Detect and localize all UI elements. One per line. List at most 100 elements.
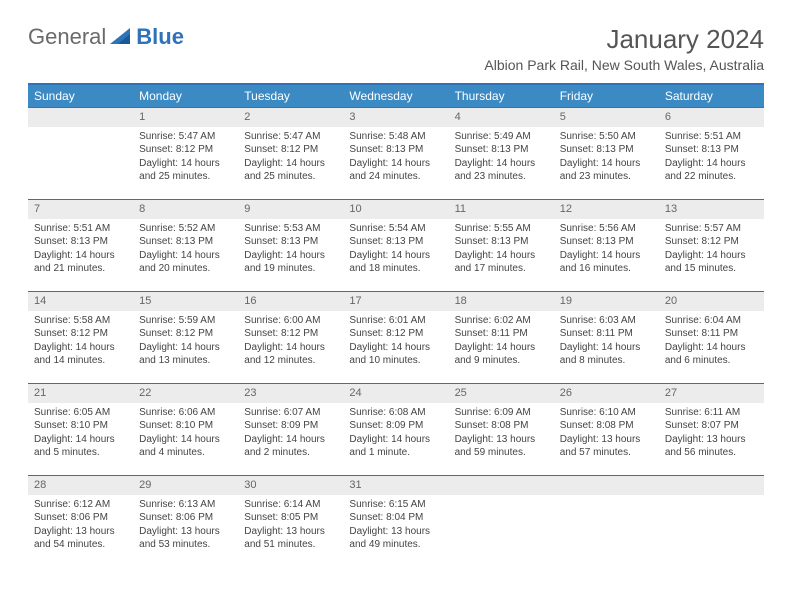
day-body: Sunrise: 5:52 AMSunset: 8:13 PMDaylight:… bbox=[133, 219, 238, 284]
day-line-ss: Sunset: 8:09 PM bbox=[244, 419, 337, 433]
calendar-day-cell: 23Sunrise: 6:07 AMSunset: 8:09 PMDayligh… bbox=[238, 384, 343, 476]
day-line-sr: Sunrise: 5:48 AM bbox=[349, 130, 442, 144]
day-number: 25 bbox=[449, 384, 554, 403]
day-line-dl2: and 18 minutes. bbox=[349, 262, 442, 276]
day-body: Sunrise: 5:50 AMSunset: 8:13 PMDaylight:… bbox=[554, 127, 659, 192]
day-number: 28 bbox=[28, 476, 133, 495]
day-body: Sunrise: 6:00 AMSunset: 8:12 PMDaylight:… bbox=[238, 311, 343, 376]
day-line-sr: Sunrise: 6:11 AM bbox=[665, 406, 758, 420]
day-line-dl1: Daylight: 13 hours bbox=[349, 525, 442, 539]
day-line-dl1: Daylight: 14 hours bbox=[244, 157, 337, 171]
day-line-sr: Sunrise: 6:01 AM bbox=[349, 314, 442, 328]
day-number: 21 bbox=[28, 384, 133, 403]
day-line-sr: Sunrise: 6:05 AM bbox=[34, 406, 127, 420]
calendar-day-cell: 2Sunrise: 5:47 AMSunset: 8:12 PMDaylight… bbox=[238, 108, 343, 200]
calendar-day-cell: 6Sunrise: 5:51 AMSunset: 8:13 PMDaylight… bbox=[659, 108, 764, 200]
day-line-dl1: Daylight: 13 hours bbox=[455, 433, 548, 447]
day-line-ss: Sunset: 8:11 PM bbox=[665, 327, 758, 341]
day-line-ss: Sunset: 8:10 PM bbox=[34, 419, 127, 433]
day-line-dl2: and 53 minutes. bbox=[139, 538, 232, 552]
day-line-ss: Sunset: 8:12 PM bbox=[244, 143, 337, 157]
day-line-dl1: Daylight: 13 hours bbox=[244, 525, 337, 539]
day-line-dl2: and 17 minutes. bbox=[455, 262, 548, 276]
day-line-sr: Sunrise: 6:00 AM bbox=[244, 314, 337, 328]
day-number: 19 bbox=[554, 292, 659, 311]
day-number-empty bbox=[28, 108, 133, 127]
day-number: 11 bbox=[449, 200, 554, 219]
day-line-sr: Sunrise: 5:47 AM bbox=[139, 130, 232, 144]
day-number: 7 bbox=[28, 200, 133, 219]
calendar-day-cell: 18Sunrise: 6:02 AMSunset: 8:11 PMDayligh… bbox=[449, 292, 554, 384]
day-body: Sunrise: 6:05 AMSunset: 8:10 PMDaylight:… bbox=[28, 403, 133, 468]
day-line-sr: Sunrise: 6:08 AM bbox=[349, 406, 442, 420]
day-number: 29 bbox=[133, 476, 238, 495]
day-line-sr: Sunrise: 5:51 AM bbox=[665, 130, 758, 144]
day-number: 31 bbox=[343, 476, 448, 495]
calendar-day-cell: 1Sunrise: 5:47 AMSunset: 8:12 PMDaylight… bbox=[133, 108, 238, 200]
day-body: Sunrise: 6:03 AMSunset: 8:11 PMDaylight:… bbox=[554, 311, 659, 376]
day-body: Sunrise: 5:56 AMSunset: 8:13 PMDaylight:… bbox=[554, 219, 659, 284]
day-number-empty bbox=[449, 476, 554, 495]
calendar-day-cell: 19Sunrise: 6:03 AMSunset: 8:11 PMDayligh… bbox=[554, 292, 659, 384]
day-number: 13 bbox=[659, 200, 764, 219]
day-line-dl2: and 6 minutes. bbox=[665, 354, 758, 368]
day-line-ss: Sunset: 8:05 PM bbox=[244, 511, 337, 525]
day-line-ss: Sunset: 8:08 PM bbox=[560, 419, 653, 433]
day-line-dl2: and 23 minutes. bbox=[560, 170, 653, 184]
day-line-dl1: Daylight: 14 hours bbox=[244, 249, 337, 263]
day-number: 17 bbox=[343, 292, 448, 311]
day-line-dl1: Daylight: 14 hours bbox=[665, 157, 758, 171]
day-line-dl2: and 9 minutes. bbox=[455, 354, 548, 368]
day-line-sr: Sunrise: 5:56 AM bbox=[560, 222, 653, 236]
logo-triangle-icon bbox=[110, 26, 134, 49]
calendar-week-row: 21Sunrise: 6:05 AMSunset: 8:10 PMDayligh… bbox=[28, 384, 764, 476]
day-line-sr: Sunrise: 6:07 AM bbox=[244, 406, 337, 420]
day-body: Sunrise: 5:55 AMSunset: 8:13 PMDaylight:… bbox=[449, 219, 554, 284]
page-subtitle: Albion Park Rail, New South Wales, Austr… bbox=[484, 57, 764, 73]
calendar-day-cell bbox=[554, 476, 659, 568]
day-number-empty bbox=[554, 476, 659, 495]
calendar-day-cell: 16Sunrise: 6:00 AMSunset: 8:12 PMDayligh… bbox=[238, 292, 343, 384]
weekday-header: Monday bbox=[133, 84, 238, 108]
day-line-ss: Sunset: 8:13 PM bbox=[139, 235, 232, 249]
day-body: Sunrise: 6:10 AMSunset: 8:08 PMDaylight:… bbox=[554, 403, 659, 468]
day-body: Sunrise: 6:15 AMSunset: 8:04 PMDaylight:… bbox=[343, 495, 448, 560]
title-block: January 2024 Albion Park Rail, New South… bbox=[484, 24, 764, 79]
calendar-day-cell bbox=[449, 476, 554, 568]
day-body: Sunrise: 5:49 AMSunset: 8:13 PMDaylight:… bbox=[449, 127, 554, 192]
logo-text-general: General bbox=[28, 24, 106, 50]
day-line-ss: Sunset: 8:11 PM bbox=[455, 327, 548, 341]
day-body: Sunrise: 6:06 AMSunset: 8:10 PMDaylight:… bbox=[133, 403, 238, 468]
day-line-dl1: Daylight: 14 hours bbox=[244, 341, 337, 355]
calendar-day-cell: 14Sunrise: 5:58 AMSunset: 8:12 PMDayligh… bbox=[28, 292, 133, 384]
day-body: Sunrise: 6:12 AMSunset: 8:06 PMDaylight:… bbox=[28, 495, 133, 560]
day-line-ss: Sunset: 8:11 PM bbox=[560, 327, 653, 341]
day-line-dl2: and 16 minutes. bbox=[560, 262, 653, 276]
day-line-sr: Sunrise: 6:10 AM bbox=[560, 406, 653, 420]
day-line-dl1: Daylight: 14 hours bbox=[34, 249, 127, 263]
day-line-dl2: and 4 minutes. bbox=[139, 446, 232, 460]
day-line-dl2: and 59 minutes. bbox=[455, 446, 548, 460]
day-line-ss: Sunset: 8:13 PM bbox=[34, 235, 127, 249]
day-number: 6 bbox=[659, 108, 764, 127]
day-body: Sunrise: 6:09 AMSunset: 8:08 PMDaylight:… bbox=[449, 403, 554, 468]
day-line-ss: Sunset: 8:12 PM bbox=[34, 327, 127, 341]
day-body: Sunrise: 5:58 AMSunset: 8:12 PMDaylight:… bbox=[28, 311, 133, 376]
day-line-dl1: Daylight: 14 hours bbox=[455, 249, 548, 263]
day-number: 26 bbox=[554, 384, 659, 403]
day-line-sr: Sunrise: 6:14 AM bbox=[244, 498, 337, 512]
logo-text-blue: Blue bbox=[136, 24, 184, 50]
day-body: Sunrise: 6:08 AMSunset: 8:09 PMDaylight:… bbox=[343, 403, 448, 468]
calendar-day-cell: 30Sunrise: 6:14 AMSunset: 8:05 PMDayligh… bbox=[238, 476, 343, 568]
day-number: 12 bbox=[554, 200, 659, 219]
day-body: Sunrise: 6:01 AMSunset: 8:12 PMDaylight:… bbox=[343, 311, 448, 376]
day-body-empty bbox=[659, 495, 764, 559]
calendar-day-cell: 28Sunrise: 6:12 AMSunset: 8:06 PMDayligh… bbox=[28, 476, 133, 568]
day-line-ss: Sunset: 8:12 PM bbox=[244, 327, 337, 341]
calendar-day-cell: 13Sunrise: 5:57 AMSunset: 8:12 PMDayligh… bbox=[659, 200, 764, 292]
day-line-sr: Sunrise: 5:58 AM bbox=[34, 314, 127, 328]
day-line-sr: Sunrise: 5:53 AM bbox=[244, 222, 337, 236]
calendar-day-cell: 17Sunrise: 6:01 AMSunset: 8:12 PMDayligh… bbox=[343, 292, 448, 384]
day-line-ss: Sunset: 8:12 PM bbox=[665, 235, 758, 249]
day-line-dl1: Daylight: 14 hours bbox=[244, 433, 337, 447]
